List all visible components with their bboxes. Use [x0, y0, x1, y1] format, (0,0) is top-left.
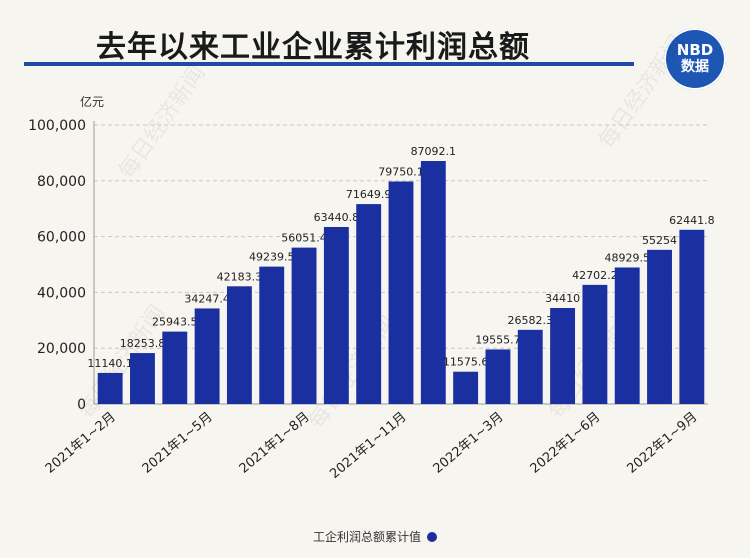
x-tick-label: 2021年1~11月 — [327, 410, 409, 482]
bar — [453, 371, 479, 404]
y-tick-label: 60,000 — [37, 230, 86, 246]
watermark-text: 每日经济新闻 — [594, 31, 690, 153]
bar — [388, 181, 414, 404]
data-label: 71649.9 — [346, 188, 392, 201]
data-label: 26582.3 — [508, 314, 554, 327]
bar — [647, 249, 672, 404]
bar — [194, 308, 220, 404]
bar — [226, 286, 252, 404]
y-axis-unit-label: 亿元 — [80, 94, 104, 109]
bar — [259, 266, 285, 404]
x-tick-label: 2021年1~8月 — [237, 410, 313, 477]
bar — [323, 227, 349, 404]
bar — [291, 247, 317, 404]
x-tick-label: 2022年1~9月 — [624, 410, 700, 477]
data-label: 11140.1 — [87, 357, 133, 370]
y-tick-label: 80,000 — [37, 174, 86, 190]
data-label: 55254 — [642, 234, 677, 247]
data-label: 18253.8 — [120, 337, 166, 350]
data-label: 42702.2 — [572, 269, 618, 282]
legend-label: 工企利润总额累计值 — [312, 530, 421, 544]
watermark-text: 每日经济新闻 — [114, 61, 210, 183]
bar — [582, 284, 608, 404]
data-label: 34247.4 — [184, 292, 230, 305]
data-label: 11575.6 — [443, 356, 489, 369]
logo-text-bottom: 数据 — [681, 59, 709, 75]
y-tick-label: 20,000 — [37, 341, 86, 357]
x-tick-label: 2022年1~3月 — [431, 410, 507, 477]
y-tick-label: 100,000 — [28, 118, 86, 134]
watermark-text: 每日经济新闻 — [304, 311, 400, 433]
x-tick-label: 2021年1~5月 — [140, 410, 216, 477]
data-label: 63440.8 — [314, 211, 360, 224]
data-label: 42183.3 — [217, 270, 263, 283]
data-label: 48929.5 — [604, 251, 650, 264]
legend[interactable]: 工企利润总额累计值 — [0, 528, 750, 545]
data-label: 19555.7 — [475, 333, 521, 346]
data-label: 34410 — [545, 292, 580, 305]
data-label: 49239.5 — [249, 251, 295, 264]
bar — [356, 204, 382, 404]
bar — [550, 307, 576, 404]
x-tick-label: 2021年1~2月 — [43, 410, 119, 477]
y-tick-label: 0 — [77, 397, 86, 413]
bar — [162, 331, 188, 404]
data-label: 79750.1 — [378, 165, 424, 178]
bar — [130, 353, 155, 404]
page-title: 去年以来工业企业累计利润总额 — [96, 30, 530, 65]
bar — [679, 229, 705, 404]
bar — [614, 267, 640, 404]
bar — [420, 161, 446, 404]
legend-swatch — [427, 532, 437, 542]
title-underline — [24, 62, 634, 66]
data-label: 62441.8 — [669, 214, 715, 227]
logo-text-top: NBD — [676, 41, 714, 59]
bar — [97, 372, 123, 404]
data-label: 56051.4 — [281, 232, 327, 245]
nbd-logo: NBD 数据 — [664, 28, 726, 90]
bar — [485, 349, 511, 404]
data-label: 87092.1 — [411, 145, 457, 158]
y-tick-label: 40,000 — [37, 285, 86, 301]
data-label: 25943.5 — [152, 316, 198, 329]
bar — [517, 329, 543, 404]
